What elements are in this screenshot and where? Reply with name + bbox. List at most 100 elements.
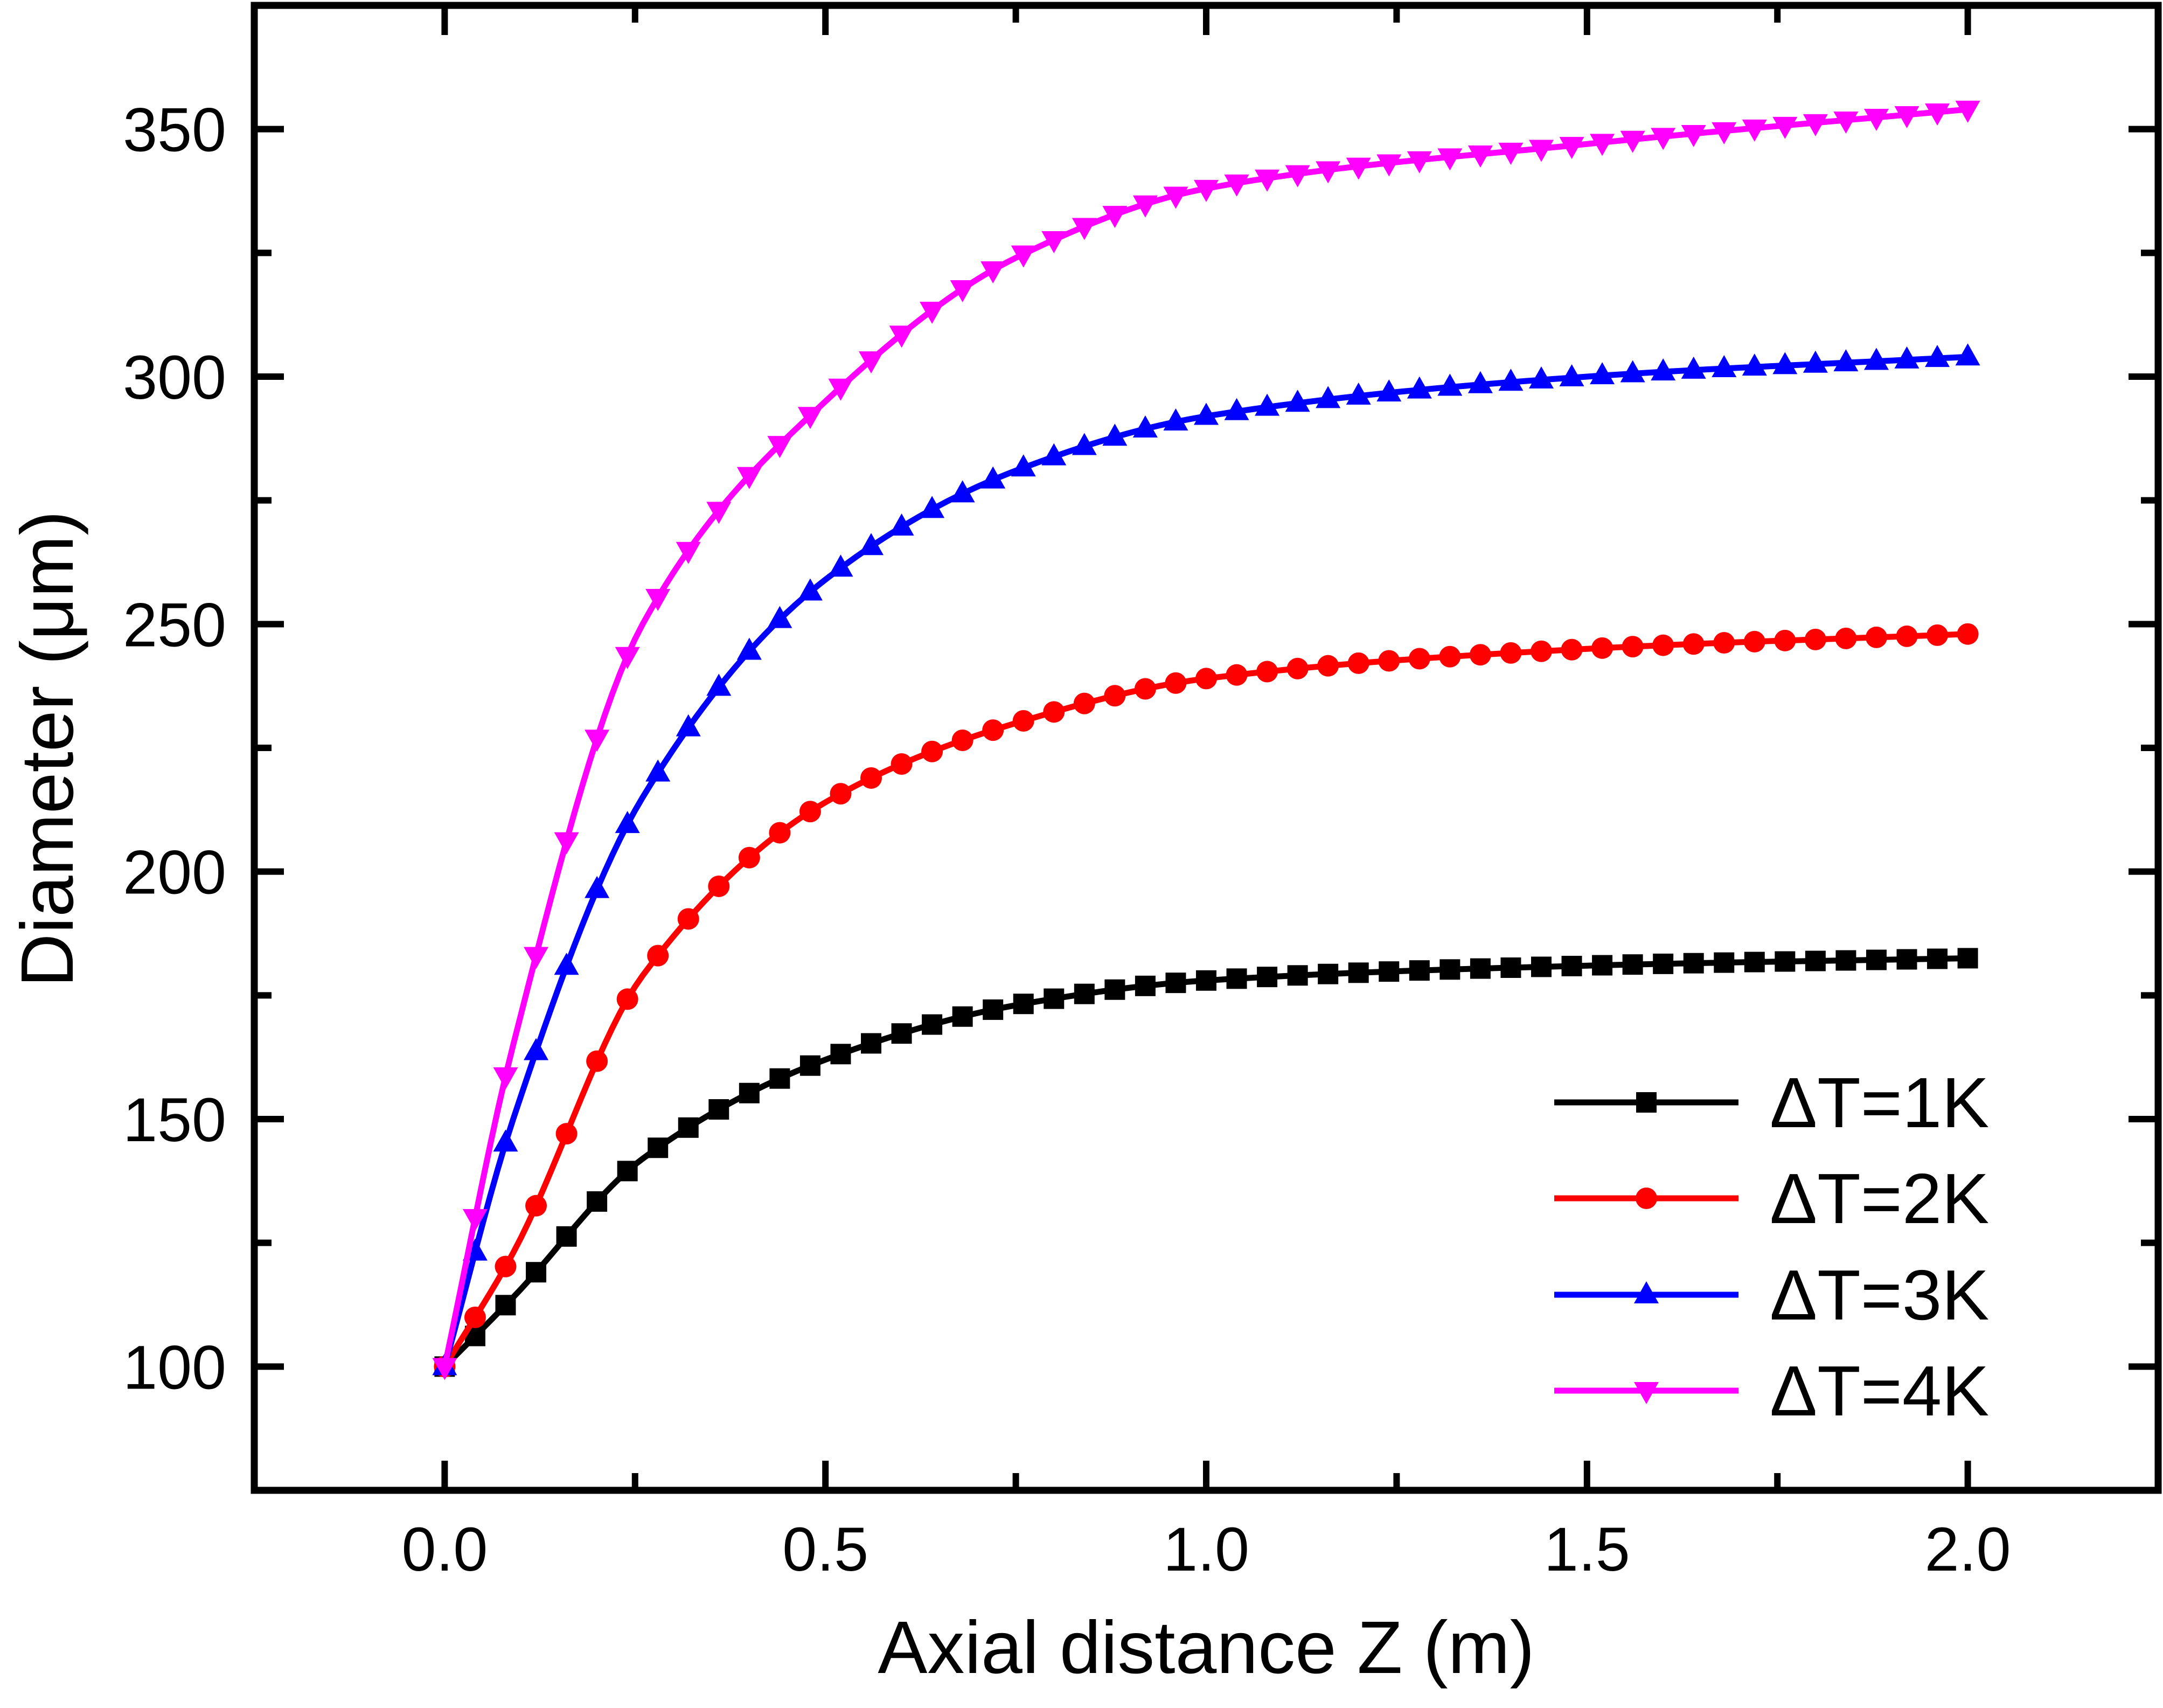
data-point-triangle-up bbox=[1407, 376, 1432, 399]
x-tick-label: 2.0 bbox=[1925, 1515, 2011, 1584]
data-point-square bbox=[617, 1161, 638, 1182]
series-curves bbox=[432, 100, 1980, 1380]
data-point-triangle-down bbox=[1634, 1382, 1659, 1404]
data-point-circle bbox=[738, 846, 760, 869]
data-point-square bbox=[1622, 954, 1643, 975]
data-point-square bbox=[1636, 1092, 1657, 1113]
data-point-triangle-up bbox=[950, 480, 975, 503]
data-point-triangle-down bbox=[1651, 128, 1676, 150]
data-point-circle bbox=[1073, 692, 1095, 714]
data-point-circle bbox=[891, 753, 913, 775]
data-point-circle bbox=[1012, 710, 1034, 732]
data-point-triangle-up bbox=[1955, 343, 1980, 366]
data-point-square bbox=[1744, 952, 1765, 973]
legend-item: ΔT=1K bbox=[1554, 1063, 1989, 1142]
plot-border bbox=[251, 2, 2162, 1494]
data-point-triangle-down bbox=[1194, 179, 1219, 202]
y-tick-label: 200 bbox=[123, 838, 226, 907]
data-point-triangle-down bbox=[615, 647, 640, 669]
data-point-square bbox=[1653, 953, 1674, 974]
data-point-triangle-up bbox=[1163, 408, 1188, 431]
data-point-square bbox=[1196, 970, 1216, 991]
data-point-triangle-up bbox=[493, 1129, 518, 1152]
data-point-triangle-down bbox=[1376, 154, 1402, 177]
y-tick-label: 300 bbox=[123, 343, 226, 412]
data-point-square bbox=[1561, 955, 1582, 976]
data-point-square bbox=[1775, 951, 1796, 972]
data-point-triangle-down bbox=[1894, 106, 1919, 129]
data-point-circle bbox=[1134, 678, 1156, 700]
data-point-square bbox=[526, 1262, 547, 1283]
legend-label: ΔT=3K bbox=[1770, 1255, 1989, 1335]
data-point-circle bbox=[769, 822, 791, 844]
legend: ΔT=1K ΔT=2K ΔT=3K ΔT=4K bbox=[1554, 1063, 1989, 1431]
data-point-triangle-up bbox=[1590, 362, 1615, 385]
data-point-square bbox=[1500, 957, 1521, 978]
data-point-triangle-down bbox=[1742, 119, 1767, 142]
data-point-triangle-down bbox=[767, 436, 792, 459]
data-point-triangle-down bbox=[1620, 130, 1645, 153]
x-axis-title: Axial distance Z (m) bbox=[878, 1606, 1534, 1689]
data-point-triangle-down bbox=[1467, 145, 1493, 168]
data-point-circle bbox=[1317, 655, 1339, 677]
data-point-square bbox=[1683, 953, 1704, 974]
data-point-square bbox=[1257, 967, 1278, 988]
data-point-triangle-up bbox=[1072, 433, 1097, 455]
data-point-circle bbox=[1286, 657, 1309, 679]
data-point-circle bbox=[1896, 625, 1918, 647]
data-point-square bbox=[556, 1226, 577, 1247]
data-point-square bbox=[891, 1023, 912, 1044]
data-point-square bbox=[1044, 988, 1065, 1009]
data-point-triangle-up bbox=[585, 876, 610, 898]
data-point-triangle-up bbox=[1712, 355, 1737, 377]
data-point-square bbox=[1287, 965, 1308, 986]
data-point-triangle-up bbox=[524, 1038, 549, 1060]
data-point-square bbox=[1013, 994, 1034, 1015]
data-point-square bbox=[708, 1099, 729, 1120]
data-point-triangle-up bbox=[1346, 382, 1371, 405]
data-point-triangle-down bbox=[676, 541, 701, 564]
legend-item: ΔT=2K bbox=[1554, 1159, 1989, 1238]
data-point-circle bbox=[1165, 672, 1187, 694]
y-tick-label: 350 bbox=[123, 96, 226, 165]
data-point-triangle-up bbox=[1467, 371, 1493, 393]
data-point-square bbox=[830, 1044, 851, 1065]
data-point-circle bbox=[1622, 636, 1644, 658]
data-point-circle bbox=[525, 1195, 547, 1217]
data-point-triangle-down bbox=[1498, 142, 1524, 165]
data-point-square bbox=[1409, 960, 1430, 981]
data-point-square bbox=[1379, 961, 1400, 982]
data-point-circle bbox=[1774, 629, 1796, 651]
data-point-triangle-up bbox=[1498, 369, 1524, 391]
data-point-triangle-up bbox=[889, 513, 914, 536]
y-tick-label: 100 bbox=[123, 1333, 226, 1402]
series-3 bbox=[432, 343, 1980, 1376]
data-point-square bbox=[952, 1006, 973, 1027]
data-point-triangle-up bbox=[1132, 415, 1158, 438]
data-point-triangle-up bbox=[828, 554, 853, 577]
data-point-triangle-up bbox=[1224, 398, 1249, 420]
data-point-triangle-up bbox=[676, 714, 701, 737]
data-point-square bbox=[1226, 968, 1247, 989]
data-point-triangle-up bbox=[1620, 360, 1645, 383]
data-point-triangle-up bbox=[797, 578, 823, 601]
data-point-circle bbox=[1682, 633, 1705, 655]
y-tick-label: 250 bbox=[123, 591, 226, 659]
data-point-circle bbox=[1226, 664, 1248, 686]
series-1 bbox=[434, 948, 1978, 1377]
data-point-square bbox=[678, 1117, 699, 1138]
data-point-triangle-up bbox=[1803, 350, 1828, 373]
y-axis-title: Diameter (μm) bbox=[6, 511, 89, 988]
data-point-circle bbox=[1713, 631, 1735, 654]
data-point-circle bbox=[586, 1050, 608, 1072]
data-point-square bbox=[1714, 952, 1735, 973]
data-point-circle bbox=[1500, 642, 1522, 664]
data-point-triangle-up bbox=[736, 637, 762, 660]
data-point-circle bbox=[1591, 637, 1613, 659]
data-point-circle bbox=[1043, 701, 1065, 723]
data-point-square bbox=[861, 1033, 882, 1054]
data-point-triangle-down bbox=[1132, 195, 1158, 218]
data-point-square bbox=[1592, 955, 1613, 976]
data-point-triangle-up bbox=[859, 533, 884, 556]
